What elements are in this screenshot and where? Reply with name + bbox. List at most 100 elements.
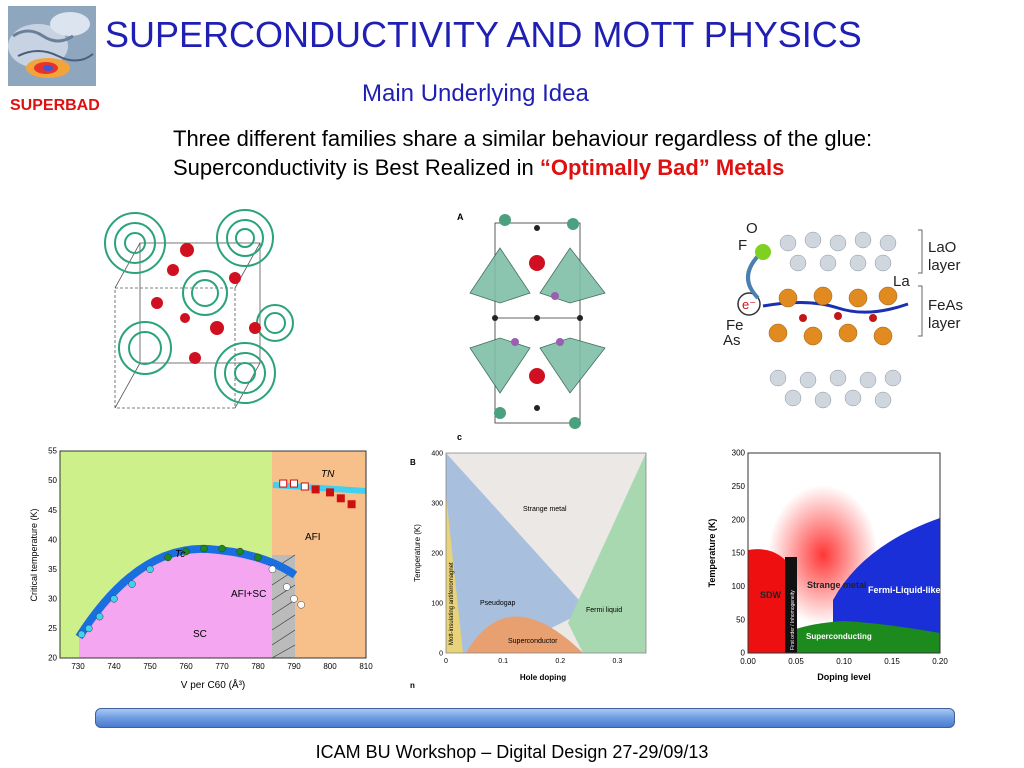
- chart-fulleride: 20 25 30 35 40 45 50 55 730 740 750 760 770 780 790 80…: [29, 447, 373, 691]
- chart1-xtick-label: 730: [71, 662, 85, 671]
- chart3-xtick-label: 0.05: [788, 657, 804, 666]
- chart3-region-superconducting: Superconducting: [806, 632, 872, 641]
- chart2-xlabel: Hole doping: [520, 673, 566, 682]
- body-line-2: Superconductivity is Best Realized in “O…: [173, 153, 872, 182]
- page-title: SUPERCONDUCTIVITY AND MOTT PHYSICS: [105, 14, 862, 55]
- chart1-tc-point: [290, 595, 298, 603]
- chart1-tc-point: [182, 547, 190, 556]
- logo-label: SUPERBAD: [10, 97, 100, 114]
- chart2-panel-label-bottom: n: [410, 681, 415, 690]
- chart1-ylabel: Critical temperature (K): [29, 508, 39, 601]
- chart2-region-mott: Mott-insulating antiferromagnet: [449, 562, 455, 645]
- chart2-ytick-label: 100: [431, 600, 443, 607]
- chart2-ylabel: Temperature (K): [413, 524, 422, 582]
- chart2-ytick-label: 200: [431, 550, 443, 557]
- chart1-ytick-label: 25: [48, 624, 57, 633]
- label-lao-1: LaO: [928, 239, 956, 256]
- chart3-xtick-label: 0.00: [740, 657, 756, 666]
- body-line-1: Three different families share a similar…: [173, 126, 873, 151]
- cuprate-structure-image: A c: [457, 212, 606, 442]
- label-f: F: [738, 237, 747, 254]
- chart3-ytick-label: 0: [741, 649, 746, 658]
- chart2-region-pseudogap: Pseudogap: [480, 600, 516, 607]
- page-subtitle: Main Underlying Idea: [362, 80, 589, 107]
- chart1-annotation-tc: Tc: [175, 549, 185, 560]
- chart1-ytick-label: 20: [48, 654, 57, 663]
- chart2-ytick-label: 400: [431, 450, 443, 457]
- chart2-ytick-label: 0: [439, 650, 443, 657]
- chart1-tc-point: [85, 624, 93, 633]
- chart2-xtick-label: 0: [444, 658, 448, 665]
- chart3-xtick-label: 0.15: [884, 657, 900, 666]
- chart1-region-afi-sc: AFI+SC: [231, 589, 266, 600]
- label-feas-2: layer: [928, 315, 961, 332]
- pnictide-structure-image: O F La Fe As LaO layer FeAs layer e⁻: [723, 220, 963, 409]
- chart3-ytick-label: 250: [732, 482, 746, 491]
- chart1-tc-point: [254, 553, 262, 562]
- label-feas-1: FeAs: [928, 297, 963, 314]
- chart1-tc-point: [200, 544, 208, 553]
- chart2-xtick-label: 0.1: [498, 658, 508, 665]
- chart1-xtick-label: 750: [143, 662, 157, 671]
- chart1-tc-point: [77, 630, 86, 639]
- chart1-ytick-label: 50: [48, 476, 57, 485]
- chart3-region-first-order: First order / Inhomogeneity: [790, 590, 796, 650]
- footer-bar: [95, 708, 955, 728]
- chart1-tn-point: [326, 488, 334, 497]
- chart1-tc-point: [110, 595, 118, 603]
- chart2-region-fermi-liquid: Fermi liquid: [586, 607, 622, 614]
- chart1-region-sc: SC: [193, 629, 207, 640]
- chart3-ytick-label: 300: [732, 449, 746, 458]
- chart3-region-strange-metal: Strange metal: [807, 580, 867, 590]
- chart2-panel-label: B: [410, 458, 416, 467]
- chart3-ytick-label: 100: [732, 582, 746, 591]
- chart1-tc-point: [146, 565, 154, 574]
- label-lao-2: layer: [928, 257, 961, 274]
- cuprate-panel-a-label: A: [457, 212, 464, 222]
- label-fe: Fe: [726, 317, 744, 334]
- chart1-region-afi: AFI: [305, 532, 321, 543]
- chart1-tn-point: [336, 494, 345, 503]
- chart1-tc-point: [128, 580, 136, 588]
- chart1-xtick-label: 800: [323, 662, 337, 671]
- label-electron: e⁻: [742, 297, 756, 312]
- chart3-ylabel: Temperature (K): [707, 519, 717, 588]
- chart1-annotation-tn: TN: [321, 469, 335, 480]
- chart1-ytick-label: 55: [48, 447, 57, 456]
- chart3-ytick-label: 200: [732, 515, 746, 524]
- label-o: O: [746, 220, 758, 237]
- body-text: Three different families share a similar…: [173, 124, 872, 182]
- chart1-xtick-label: 780: [251, 662, 265, 671]
- chart1-ytick-label: 45: [48, 506, 57, 515]
- chart1-xtick-label: 770: [215, 662, 229, 671]
- chart1-tc-point: [283, 583, 291, 591]
- chart1-xtick-label: 740: [107, 662, 121, 671]
- chart-cuprate: B n 0 100 200 300 400 0 0.1 0.2 0.3 Mott-insula…: [410, 450, 647, 690]
- chart1-ytick-label: 30: [48, 595, 57, 604]
- superbad-logo-image: [8, 6, 96, 86]
- fulleride-structure-image: [104, 209, 294, 409]
- chart1-xtick-label: 810: [359, 662, 373, 671]
- chart1-tn-point: [279, 479, 288, 488]
- chart3-ytick-label: 50: [736, 615, 745, 624]
- label-as: As: [723, 332, 741, 349]
- cuprate-panel-c-label: c: [457, 432, 462, 442]
- chart1-xlabel: V per C60 (Å³): [181, 678, 245, 691]
- chart1-xtick-label: 790: [287, 662, 301, 671]
- chart1-tn-point: [290, 479, 298, 488]
- chart3-xlabel: Doping level: [817, 672, 871, 682]
- chart2-region-superconductor: Superconductor: [508, 638, 558, 645]
- chart3-xtick-label: 0.20: [932, 657, 948, 666]
- chart3-region-sdw: SDW: [760, 590, 782, 600]
- footer-text: ICAM BU Workshop – Digital Design 27-29/…: [315, 742, 709, 762]
- chart1-ytick-label: 35: [48, 565, 57, 574]
- chart1-tc-point: [268, 565, 277, 574]
- chart2-xtick-label: 0.3: [613, 658, 623, 665]
- label-la: La: [893, 273, 910, 290]
- chart1-tn-point: [300, 482, 309, 491]
- chart2-region-strange-metal: Strange metal: [523, 506, 567, 513]
- chart1-tc-point: [218, 544, 226, 553]
- chart1-tc-point: [164, 553, 172, 562]
- chart1-xtick-label: 760: [179, 662, 193, 671]
